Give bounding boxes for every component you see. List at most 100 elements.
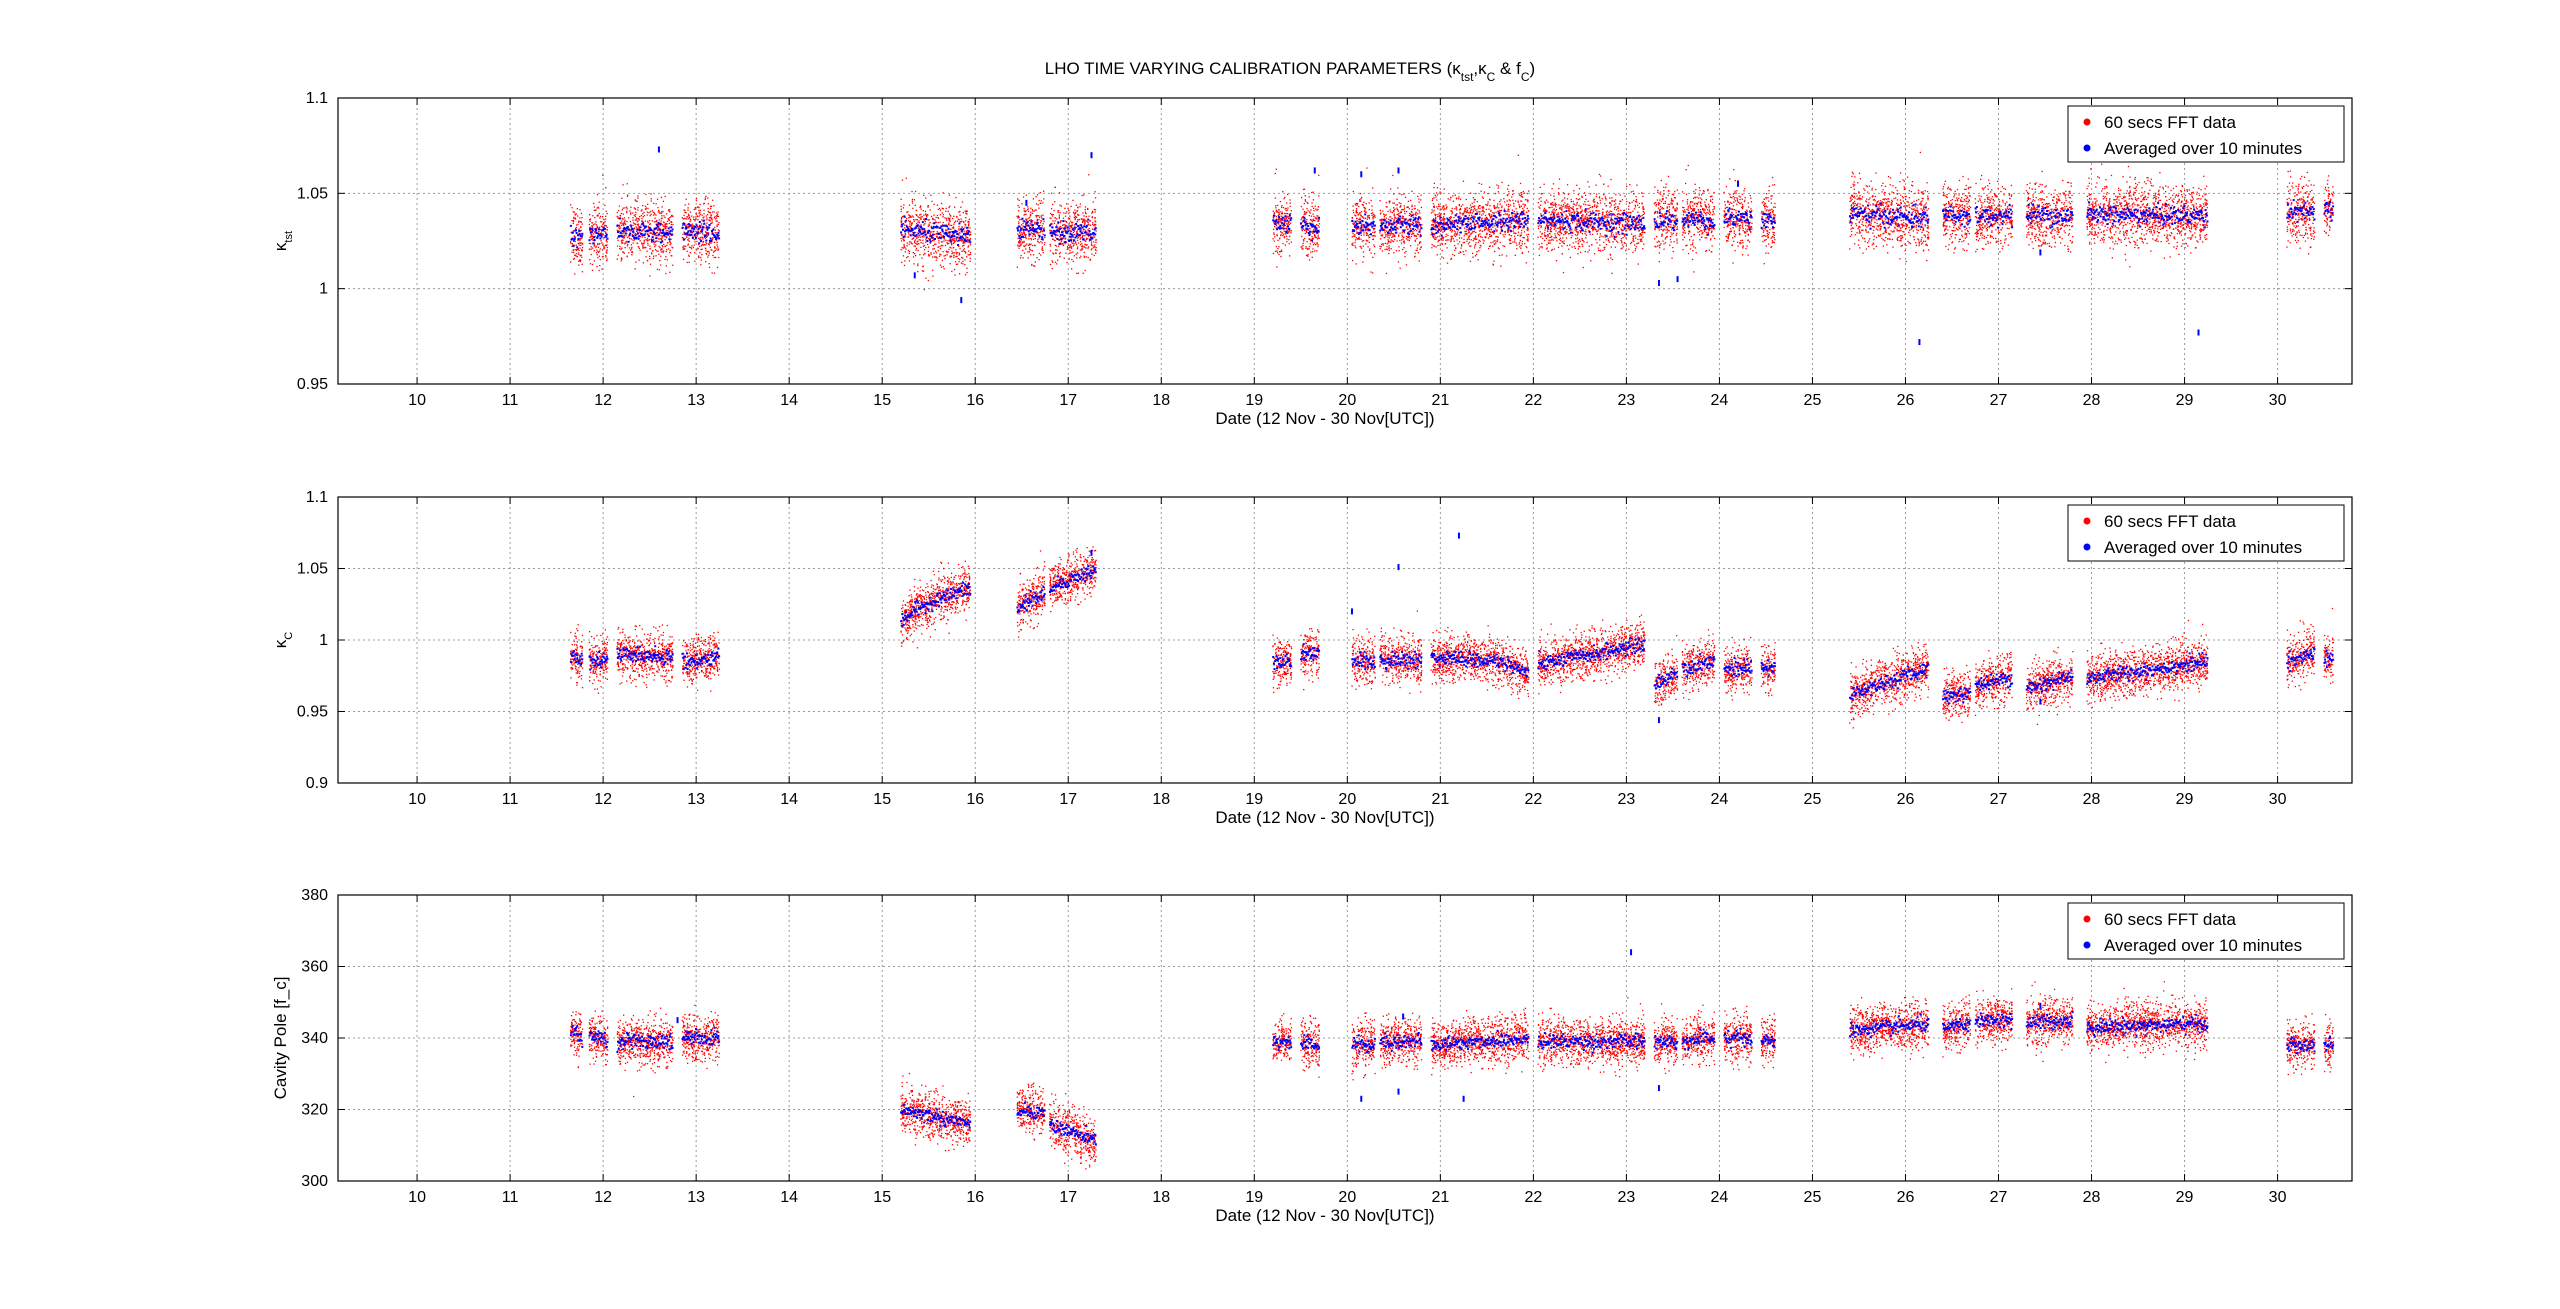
fft-point: [1094, 223, 1096, 225]
fft-point: [1070, 252, 1072, 254]
fft-point: [1352, 244, 1354, 246]
fft-point: [606, 260, 608, 262]
fft-point: [1087, 223, 1089, 225]
fft-point: [1431, 199, 1433, 201]
fft-point: [1311, 231, 1313, 233]
fft-point: [1277, 204, 1279, 207]
fft-point: [1368, 234, 1371, 236]
fft-point: [574, 217, 577, 219]
fft-point: [714, 229, 716, 231]
fft-point: [959, 239, 961, 241]
fft-point: [688, 233, 691, 235]
fft-point: [1587, 218, 1589, 220]
fft-point: [1511, 222, 1513, 225]
fft-point: [617, 254, 619, 256]
fft-point: [1082, 272, 1084, 274]
fft-point: [1398, 235, 1400, 237]
fft-point: [578, 242, 581, 244]
fft-point: [1412, 231, 1414, 233]
fft-point: [1054, 201, 1056, 203]
fft-point: [616, 237, 619, 239]
fft-point: [1393, 213, 1395, 215]
fft-point: [1472, 228, 1474, 230]
fft-point: [647, 207, 649, 210]
fft-point: [631, 246, 633, 249]
fft-point: [1503, 236, 1505, 238]
fft-point: [637, 224, 639, 226]
fft-point: [687, 209, 689, 211]
fft-point: [1383, 237, 1385, 239]
fft-point: [1089, 259, 1091, 261]
fft-point: [670, 216, 672, 218]
fft-point: [710, 223, 712, 225]
fft-point: [1558, 227, 1560, 229]
fft-point: [1317, 220, 1319, 222]
fft-point: [1082, 230, 1084, 232]
fft-point: [1526, 199, 1528, 201]
fft-point: [1312, 232, 1314, 234]
fft-point: [1311, 241, 1314, 243]
fft-point: [1635, 246, 1637, 248]
fft-point: [1279, 251, 1281, 253]
fft-point: [574, 213, 576, 215]
fft-point: [1027, 210, 1030, 212]
fft-point: [1360, 246, 1362, 248]
fft-point: [935, 221, 937, 223]
fft-point: [1077, 272, 1079, 274]
fft-point: [1567, 218, 1569, 220]
fft-point: [1061, 237, 1063, 239]
fft-point: [698, 215, 700, 217]
fft-point: [932, 231, 934, 233]
fft-point: [937, 246, 939, 248]
fft-point: [1025, 213, 1027, 216]
fft-point: [1504, 233, 1506, 236]
fft-point: [621, 242, 623, 244]
fft-point: [1526, 207, 1528, 210]
fft-point: [654, 241, 656, 244]
fft-point: [1560, 239, 1562, 242]
fft-point: [669, 234, 672, 236]
fft-point: [1034, 235, 1037, 237]
fft-point: [900, 220, 903, 223]
fft-point: [1289, 205, 1291, 207]
fft-point: [1080, 228, 1082, 230]
fft-point: [1372, 213, 1375, 216]
fft-point: [1611, 235, 1613, 238]
fft-point: [945, 234, 947, 236]
fft-point: [687, 218, 689, 220]
fft-point: [1442, 217, 1444, 219]
fft-point: [1594, 201, 1596, 203]
fft-point: [1437, 215, 1439, 218]
fft-point: [579, 221, 581, 223]
fft-point: [641, 209, 643, 211]
fft-point: [1419, 236, 1421, 238]
fft-point: [578, 221, 580, 223]
fft-point: [1308, 222, 1310, 225]
fft-point: [689, 220, 691, 223]
fft-point: [935, 255, 937, 258]
fft-point: [932, 218, 935, 220]
fft-point: [696, 235, 698, 237]
fft-point: [1024, 245, 1026, 248]
fft-point: [711, 238, 714, 241]
fft-point: [1528, 210, 1530, 212]
fft-point: [695, 227, 698, 229]
fft-point: [1629, 184, 1631, 186]
fft-point: [621, 224, 623, 226]
fft-point: [1541, 233, 1543, 235]
fft-point: [1037, 240, 1039, 242]
fft-point: [946, 251, 948, 253]
fft-point: [1019, 219, 1021, 221]
fft-point: [641, 217, 643, 220]
fft-point: [1380, 245, 1382, 248]
fft-point: [933, 252, 935, 254]
fft-point: [1393, 252, 1395, 254]
fft-point: [1562, 192, 1564, 194]
fft-point: [1368, 249, 1371, 252]
fft-point: [635, 219, 638, 221]
fft-point: [955, 196, 957, 199]
fft-point: [570, 231, 572, 233]
fft-point: [944, 217, 946, 219]
fft-point: [572, 249, 575, 252]
fft-point: [1059, 204, 1061, 206]
